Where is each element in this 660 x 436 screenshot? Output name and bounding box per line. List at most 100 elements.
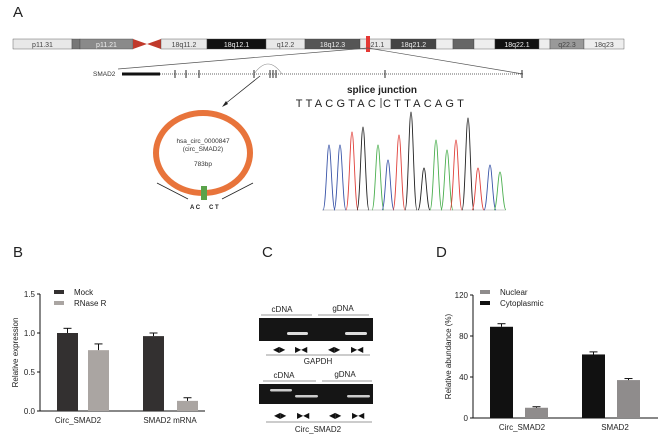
legend-swatch <box>480 290 490 294</box>
chromatogram-peak <box>493 171 507 211</box>
circrna-ring <box>153 110 253 196</box>
bar <box>143 336 164 411</box>
gel-band <box>270 389 292 392</box>
y-tick-label: 120 <box>455 291 469 300</box>
chromatogram-peak <box>345 131 359 211</box>
chromatogram-peak <box>417 167 431 211</box>
chromatogram-peak <box>333 144 347 211</box>
band-label: p11.21 <box>96 42 117 49</box>
smad2-locus-marker <box>366 36 370 52</box>
primer-divergent-icon: ◀▶ <box>273 345 286 354</box>
y-axis-label: Relative abundance (%) <box>444 313 453 399</box>
band-label: q21.1 <box>367 42 385 49</box>
primer-convergent-icon: ▶◀ <box>352 411 365 420</box>
band-label: 18q12.1 <box>224 42 249 49</box>
bar <box>88 350 109 411</box>
chromatogram-peak <box>449 139 463 211</box>
sanger-chromatogram: splice junction TTACGTAC CTTACAGT <box>296 85 507 211</box>
chromatogram-peak <box>483 164 497 211</box>
y-tick-label: 40 <box>459 373 468 382</box>
centromere <box>133 39 147 49</box>
gene-structure: SMAD2 <box>93 47 524 107</box>
chromosome-band <box>435 38 454 50</box>
gel-band <box>287 332 308 335</box>
bar <box>617 380 640 418</box>
panel-label-c: C <box>262 244 273 261</box>
gel-bottom-cdna-label: cDNA <box>274 371 296 380</box>
gel-top-gene-label: GAPDH <box>304 357 333 366</box>
circrna-diagram: hsa_circ_0000847 (circ_SMAD2) 783bp A C … <box>153 110 254 211</box>
gel-band <box>347 395 370 398</box>
primer-convergent-icon: ▶◀ <box>297 411 310 420</box>
sequence-right: CTTACAGT <box>383 98 467 110</box>
legend-label: Nuclear <box>500 288 528 297</box>
chromosome-band <box>473 38 496 50</box>
y-tick-label: 80 <box>459 332 468 341</box>
panel-label-d: D <box>436 244 447 261</box>
bar <box>490 326 513 418</box>
gel-panel: cDNA gDNA ◀▶ ▶◀ ◀▶ ▶◀ GAPDH cDNA gDNA ◀▶… <box>259 304 373 434</box>
band-label: 18q22.1 <box>504 42 529 49</box>
centromere <box>147 39 161 49</box>
gel-band <box>295 395 318 398</box>
gel-bottom-gene-label: Circ_SMAD2 <box>295 425 342 434</box>
junction-right-bases: C T <box>209 205 219 211</box>
chromatogram-peak <box>461 117 475 211</box>
y-tick-label: 0.0 <box>24 407 36 416</box>
gel-band <box>345 332 367 335</box>
chromatogram-peak <box>471 167 485 211</box>
band-label: q22.3 <box>558 42 576 49</box>
bar <box>57 333 78 411</box>
chromatogram-peak <box>381 159 395 211</box>
legend-swatch <box>54 301 64 305</box>
gene-label: SMAD2 <box>93 71 116 78</box>
band-label: 18q12.3 <box>320 42 345 49</box>
chromatogram-peak <box>404 111 418 211</box>
chromatogram-peak <box>392 134 406 211</box>
band-label: 18q21.2 <box>401 42 426 49</box>
y-tick-label: 0.5 <box>24 368 36 377</box>
chromatogram-peak <box>429 139 443 211</box>
circ-alias: (circ_SMAD2) <box>183 146 223 153</box>
back-splice-junction-marker <box>201 186 207 200</box>
legend-swatch <box>480 301 490 305</box>
primer-convergent-icon: ▶◀ <box>295 345 308 354</box>
chart-d: 0 40 80 120 Relative abundance (%) Circ_SMAD2… <box>444 288 658 432</box>
band-label: 18q23 <box>594 42 614 49</box>
gel-bottom <box>259 384 373 404</box>
circ-length: 783bp <box>194 161 212 168</box>
x-tick-label: Circ_SMAD2 <box>499 423 546 432</box>
chromosome-band <box>71 38 81 50</box>
gel-top-cdna-label: cDNA <box>272 305 294 314</box>
primer-divergent-icon: ◀▶ <box>274 411 287 420</box>
chromatogram-peak <box>322 144 336 211</box>
bar <box>177 400 198 411</box>
legend-label: RNase R <box>74 299 107 308</box>
gel-bottom-gdna-label: gDNA <box>334 370 356 379</box>
primer-convergent-icon: ▶◀ <box>351 345 364 354</box>
bar <box>582 354 605 418</box>
chromatogram-peak <box>440 149 454 211</box>
band-label: q12.2 <box>277 42 295 49</box>
chromosome-band <box>452 38 475 50</box>
primer-divergent-icon: ◀▶ <box>329 411 342 420</box>
bar <box>525 407 548 418</box>
chromatogram-peak <box>356 126 370 211</box>
splice-junction-title: splice junction <box>347 85 417 96</box>
circ-name: hsa_circ_0000847 <box>176 138 230 145</box>
y-tick-label: 1.0 <box>24 329 36 338</box>
band-label: 18q11.2 <box>172 42 197 49</box>
gel-top <box>259 318 373 341</box>
panel-label-a: A <box>13 4 23 21</box>
y-tick-label: 0 <box>464 414 469 423</box>
junction-left-bases: A C <box>190 205 201 211</box>
legend-label: Cytoplasmic <box>500 299 544 308</box>
chart-b: 0.0 0.5 1.0 1.5 Relative expression Circ_SMAD… <box>11 288 205 425</box>
legend-swatch <box>54 290 64 294</box>
y-axis-label: Relative expression <box>11 318 20 388</box>
chromosome-ideogram: p11.31 p11.21 18q11.2 18q12.1 q12.2 18q12.3 q2… <box>12 36 625 52</box>
legend-label: Mock <box>74 288 94 297</box>
panel-label-b: B <box>13 244 23 261</box>
